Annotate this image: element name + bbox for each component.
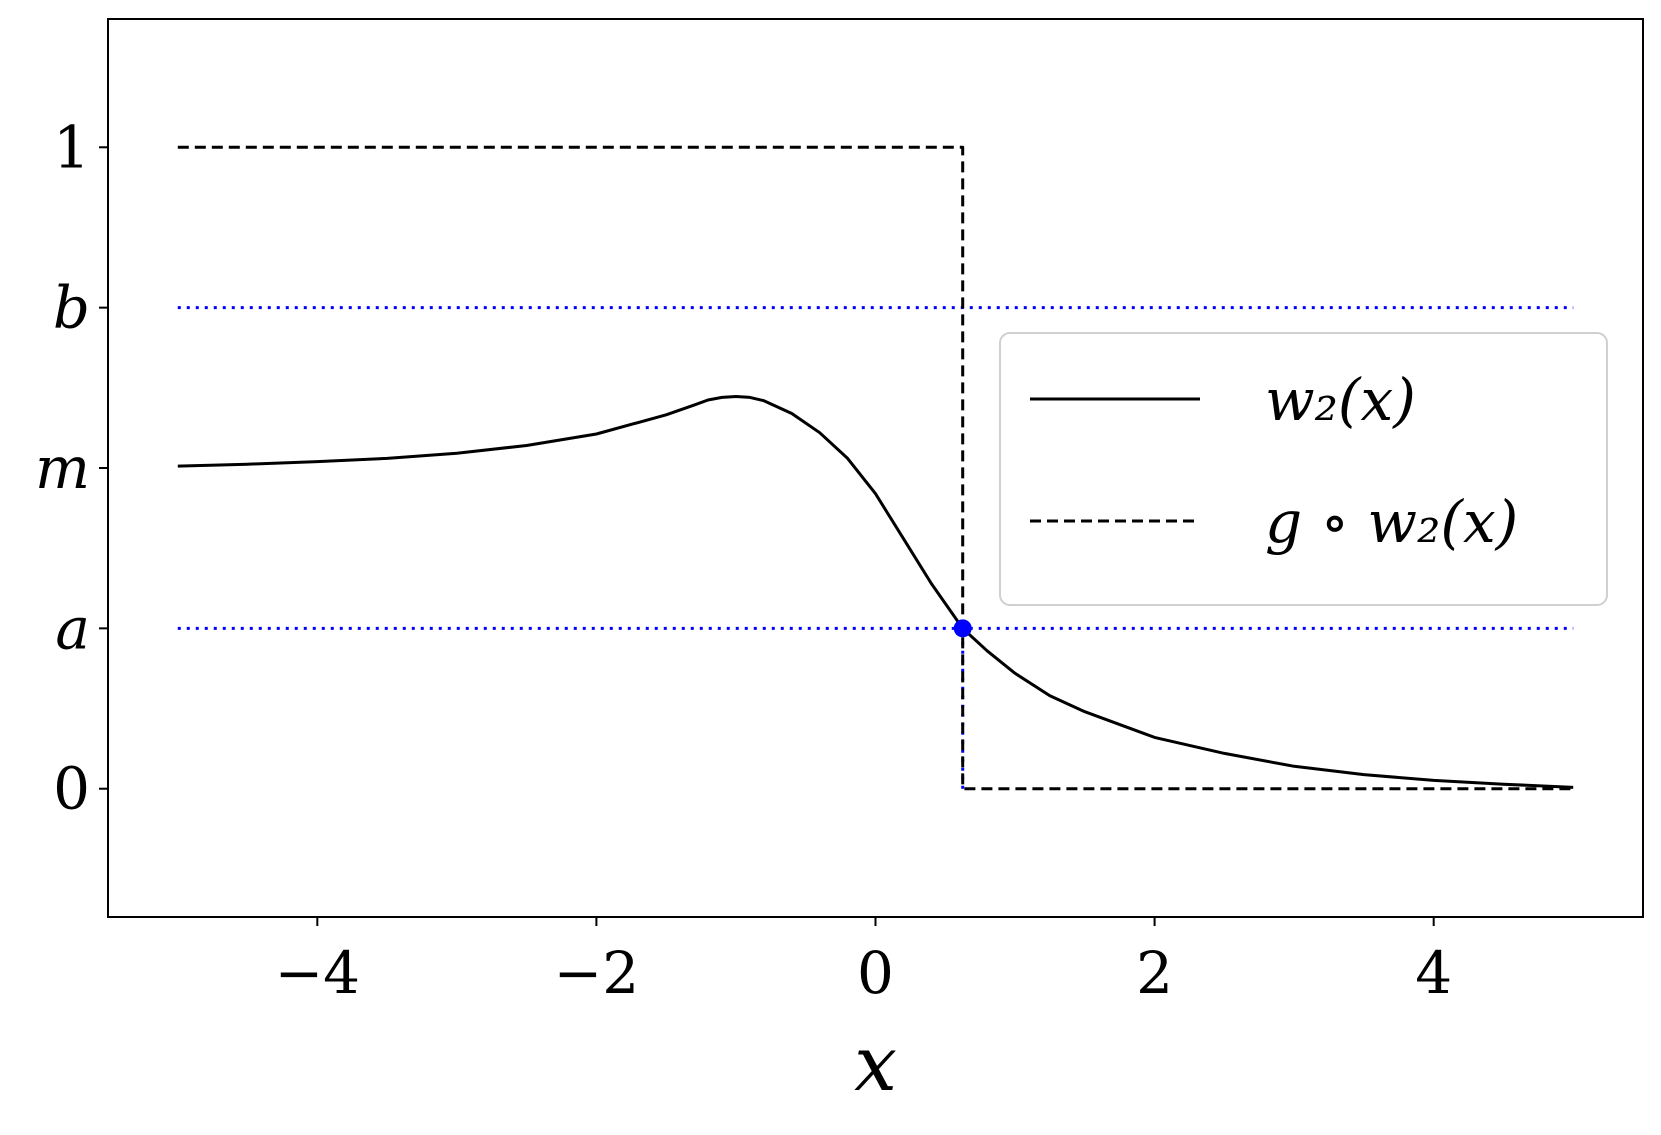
legend-label-w2: w₂(x) — [1265, 366, 1416, 434]
axis-ticks: −4 −2 0 2 4 0 a m b 1 — [35, 113, 1452, 1007]
legend-label-g-w2: g ∘ w₂(x) — [1265, 488, 1518, 556]
intersection-marker — [953, 619, 972, 638]
legend-box — [999, 332, 1608, 606]
y-tick-label-1: a — [55, 594, 90, 662]
x-tick-label-0: −4 — [275, 939, 361, 1007]
x-tick-label-3: 2 — [1136, 939, 1173, 1007]
y-tick-label-3: b — [53, 274, 90, 342]
x-axis-label: x — [854, 1019, 897, 1108]
series-line-0 — [177, 395, 1574, 789]
x-tick-label-4: 4 — [1415, 939, 1452, 1007]
legend: w₂(x) g ∘ w₂(x) — [999, 332, 1608, 606]
series-line-1 — [177, 145, 1574, 791]
x-tick-label-2: 0 — [857, 939, 894, 1007]
y-tick-label-0: 0 — [53, 755, 90, 823]
y-tick-label-4: 1 — [53, 113, 90, 181]
x-tick-label-1: −2 — [554, 939, 640, 1007]
plot-frame — [107, 18, 1644, 918]
y-tick-label-2: m — [35, 434, 90, 502]
plot-area — [177, 145, 1574, 791]
